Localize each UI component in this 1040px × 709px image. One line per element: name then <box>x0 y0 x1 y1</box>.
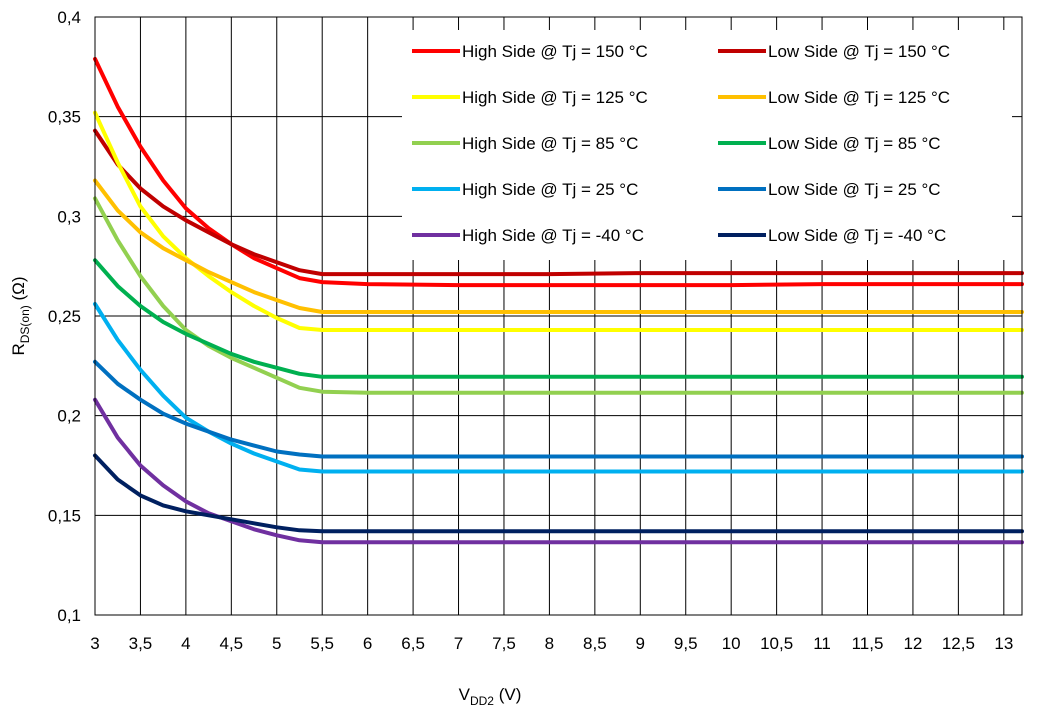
axes-layer: 0,1 0,15 0,2 0,25 0,3 0,35 0,4 3 3,5 4 4,5 5 5,5 6 6,5… <box>48 8 1023 653</box>
legend-label-7: Low Side @ Tj = 25 °C <box>768 180 941 199</box>
x-tick-label: 4 <box>181 634 190 653</box>
y-axis-title-main: R <box>9 343 28 355</box>
legend-label-1: Low Side @ Tj = 150 °C <box>768 42 950 61</box>
x-tick-label: 6,5 <box>401 634 425 653</box>
y-tick-label: 0,35 <box>48 108 81 127</box>
x-tick-label: 12,5 <box>942 634 975 653</box>
x-tick-label: 9 <box>636 634 645 653</box>
x-tick-label: 6 <box>363 634 372 653</box>
x-tick-label: 7 <box>454 634 463 653</box>
x-tick-label: 11,5 <box>852 634 884 653</box>
x-tick-label: 3 <box>90 634 99 653</box>
legend-box <box>402 30 1012 260</box>
series-line-4 <box>93 196 1024 395</box>
x-axis-title-unit: (V) <box>494 685 521 704</box>
x-tick-label: 9,5 <box>674 634 698 653</box>
legend-label-5: Low Side @ Tj = 85 °C <box>768 134 941 153</box>
legend-label-2: High Side @ Tj = 125 °C <box>462 88 648 107</box>
y-axis-title-unit: (Ω) <box>9 276 28 305</box>
x-axis-title-main: V <box>459 685 471 704</box>
legend-label-0: High Side @ Tj = 150 °C <box>462 42 648 61</box>
series-line-9 <box>93 453 1024 534</box>
x-tick-label: 8 <box>545 634 554 653</box>
y-tick-label: 0,3 <box>57 207 81 226</box>
series-line-6 <box>93 302 1024 474</box>
x-tick-label: 5,5 <box>310 634 334 653</box>
legend-label-8: High Side @ Tj = -40 °C <box>462 226 644 245</box>
x-axis-title-sub: DD2 <box>470 694 494 708</box>
series-line-2 <box>93 110 1024 332</box>
series-line-5 <box>93 258 1024 379</box>
x-tick-label: 13 <box>994 634 1013 653</box>
y-axis-title-sub: DS(on) <box>18 305 32 343</box>
y-tick-label: 0,15 <box>48 506 81 525</box>
series-line-0 <box>93 56 1024 288</box>
series-layer <box>93 56 1024 545</box>
y-tick-label: 0,4 <box>57 8 81 27</box>
x-tick-label: 3,5 <box>129 634 153 653</box>
x-tick-label: 10 <box>722 634 741 653</box>
x-tick-label: 4,5 <box>220 634 244 653</box>
x-tick-label: 8,5 <box>583 634 607 653</box>
plot-area <box>94 16 1023 616</box>
series-line-3 <box>93 178 1024 314</box>
x-tick-label: 7,5 <box>492 634 516 653</box>
x-axis-title: VDD2 (V) <box>459 685 522 708</box>
x-tick-label: 11 <box>813 634 831 653</box>
grid-layer <box>94 16 1022 616</box>
legend-label-9: Low Side @ Tj = -40 °C <box>768 226 946 245</box>
series-line-1 <box>93 128 1024 277</box>
y-tick-label: 0,2 <box>57 407 81 426</box>
series-line-7 <box>93 359 1024 459</box>
x-tick-label: 10,5 <box>760 634 793 653</box>
y-axis-title: RDS(on) (Ω) <box>9 276 32 355</box>
legend-label-4: High Side @ Tj = 85 °C <box>462 134 638 153</box>
legend-label-6: High Side @ Tj = 25 °C <box>462 180 638 199</box>
y-tick-label: 0,25 <box>48 307 81 326</box>
x-tick-label: 12 <box>903 634 922 653</box>
legend: High Side @ Tj = 150 °C Low Side @ Tj = 1… <box>402 30 1012 260</box>
x-tick-label: 5 <box>272 634 281 653</box>
legend-label-3: Low Side @ Tj = 125 °C <box>768 88 950 107</box>
series-line-8 <box>93 397 1024 545</box>
y-tick-label: 0,1 <box>57 606 81 625</box>
